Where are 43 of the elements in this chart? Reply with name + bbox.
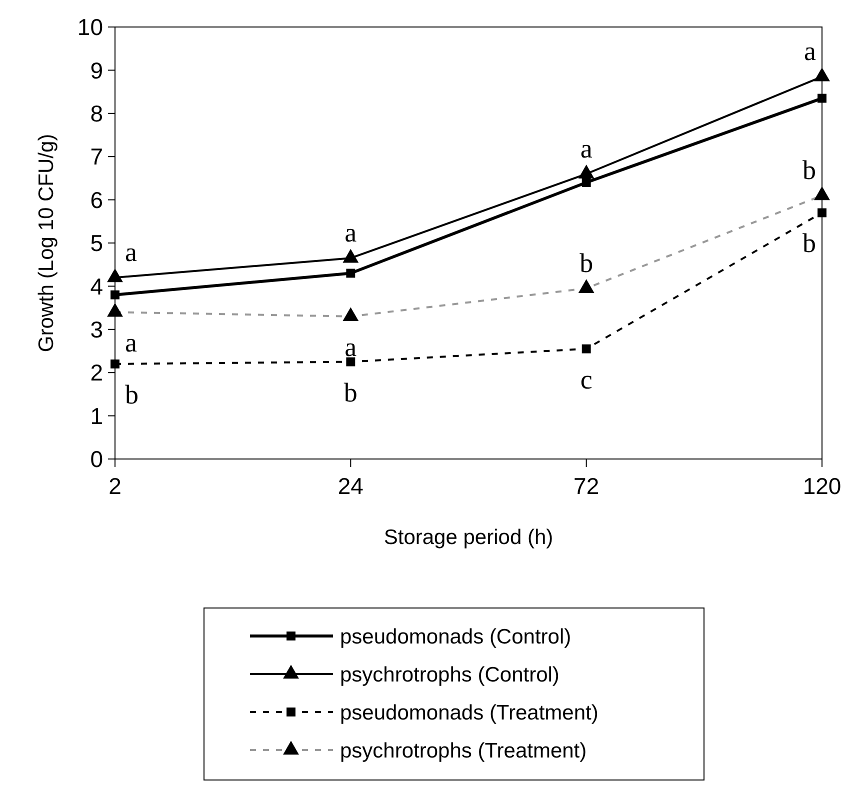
y-tick-label: 6 — [90, 186, 103, 213]
y-tick-label: 10 — [77, 14, 103, 40]
annotation: a — [344, 218, 357, 248]
x-tick-label: 2 — [108, 473, 122, 499]
y-tick-label: 0 — [90, 446, 103, 472]
point — [342, 248, 359, 263]
y-tick-label: 9 — [90, 57, 103, 84]
point — [346, 268, 356, 278]
y-tick-label: 7 — [90, 144, 103, 170]
point — [110, 290, 120, 300]
annotation: b — [125, 379, 138, 410]
y-tick-label: 8 — [90, 100, 103, 126]
annotation: a — [580, 133, 592, 164]
legend-label: psychrotrophs (Control) — [340, 663, 560, 686]
annotation: a — [344, 332, 357, 362]
point — [582, 344, 591, 354]
point — [814, 67, 830, 82]
y-tick-label: 4 — [90, 273, 104, 300]
legend-label: pseudomonads (Treatment) — [340, 701, 598, 724]
annotation: b — [344, 377, 358, 408]
point — [818, 208, 826, 218]
annotation: c — [580, 364, 592, 394]
annotation: b — [802, 228, 816, 258]
x-tick-label: 24 — [338, 473, 364, 499]
annotation: a — [125, 237, 137, 268]
y-tick-label: 1 — [90, 402, 103, 429]
y-tick-label: 3 — [90, 316, 103, 342]
point — [110, 359, 120, 368]
annotation: b — [802, 154, 816, 185]
y-axis-title: Growth (Log 10 CFU/g) — [35, 134, 58, 352]
point — [346, 357, 356, 366]
y-tick-label: 5 — [90, 230, 103, 256]
annotation: a — [125, 328, 137, 358]
x-axis-title: Storage period (h) — [384, 526, 554, 549]
x-tick-label: 72 — [574, 473, 600, 499]
legend-label: pseudomonads (Control) — [340, 625, 572, 648]
x-tick-label: 120 — [802, 473, 842, 499]
annotation: a — [804, 36, 816, 66]
point — [578, 164, 594, 178]
y-tick-label: 2 — [90, 360, 103, 386]
legend-label: psychrotrophs (Treatment) — [340, 739, 587, 762]
annotation: b — [580, 248, 594, 278]
point — [107, 268, 123, 282]
